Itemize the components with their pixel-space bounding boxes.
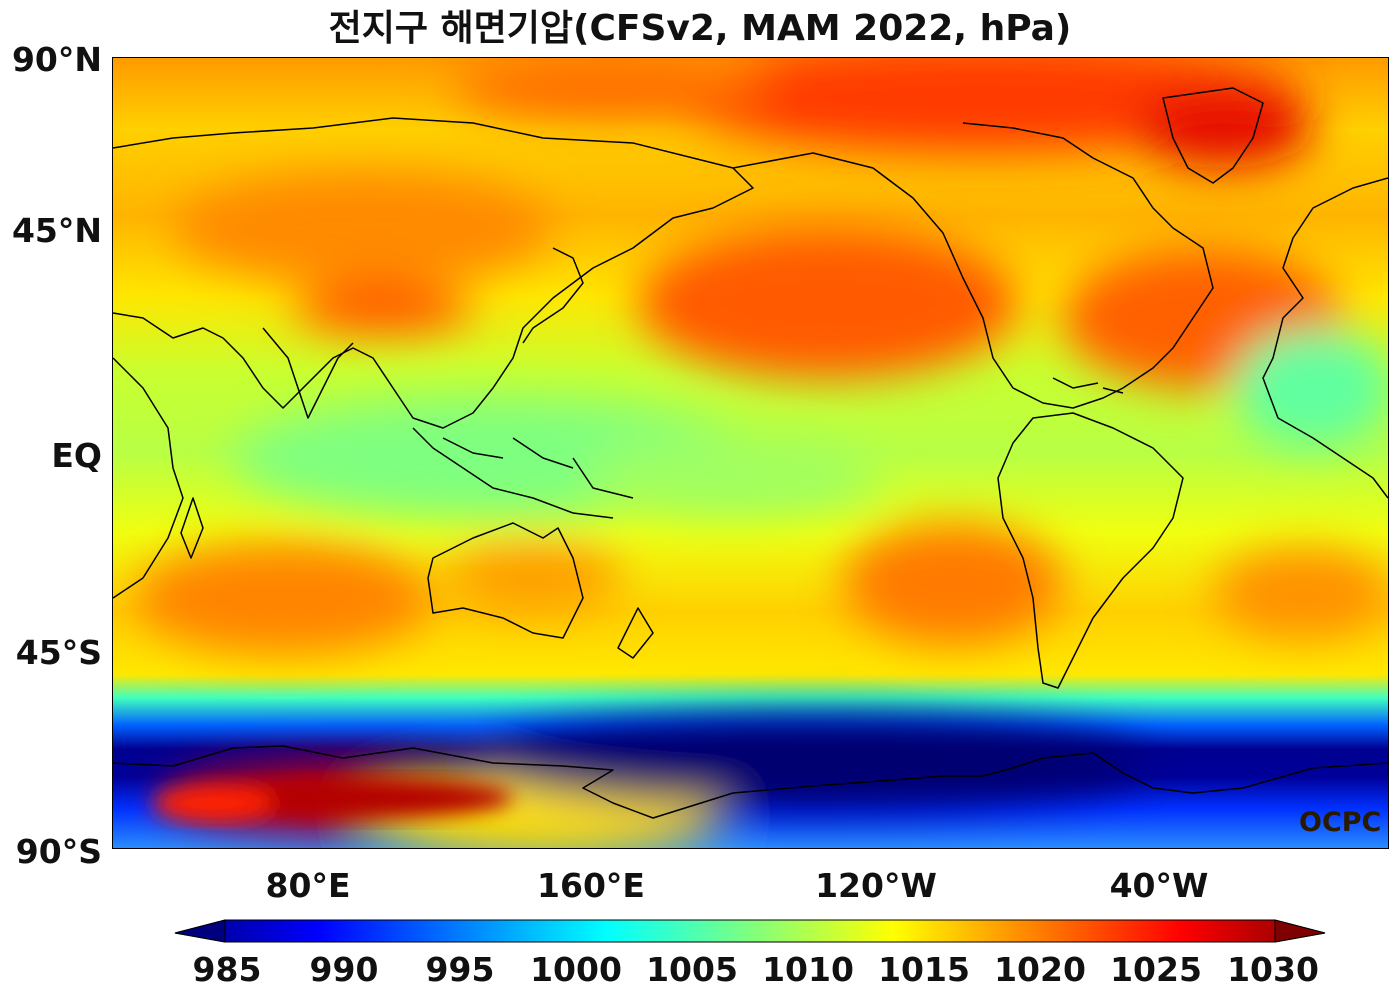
cbar-tick-1030: 1030 <box>1227 950 1319 989</box>
colorbar-bar <box>174 919 1326 943</box>
lat-label-45s: 45°S <box>15 633 102 672</box>
cbar-tick-990: 990 <box>309 950 379 989</box>
cbar-tick-1015: 1015 <box>878 950 970 989</box>
ocpc-watermark: OCPC <box>1299 807 1382 838</box>
lon-label-40w: 40°W <box>1109 866 1209 905</box>
colorbar-min-extend <box>174 919 226 943</box>
lat-label-90s: 90°S <box>15 832 102 871</box>
cbar-tick-995: 995 <box>425 950 495 989</box>
pressure-map: OCPC <box>112 57 1389 849</box>
lat-label-45n: 45°N <box>11 211 102 250</box>
colorbar <box>174 919 1326 943</box>
cbar-tick-985: 985 <box>192 950 262 989</box>
cbar-tick-1025: 1025 <box>1110 950 1202 989</box>
lon-label-160e: 160°E <box>537 866 645 905</box>
lon-label-120w: 120°W <box>815 866 937 905</box>
lat-label-90n: 90°N <box>11 40 102 79</box>
colorbar-max-extend <box>1274 919 1326 943</box>
cbar-tick-1000: 1000 <box>530 950 622 989</box>
lat-label-eq: EQ <box>51 436 102 475</box>
map-title: 전지구 해면기압(CFSv2, MAM 2022, hPa) <box>328 8 1072 49</box>
cbar-tick-1020: 1020 <box>994 950 1086 989</box>
lon-label-80e: 80°E <box>265 866 351 905</box>
cbar-tick-1005: 1005 <box>646 950 738 989</box>
cbar-tick-1010: 1010 <box>762 950 854 989</box>
pressure-field <box>113 58 1388 848</box>
